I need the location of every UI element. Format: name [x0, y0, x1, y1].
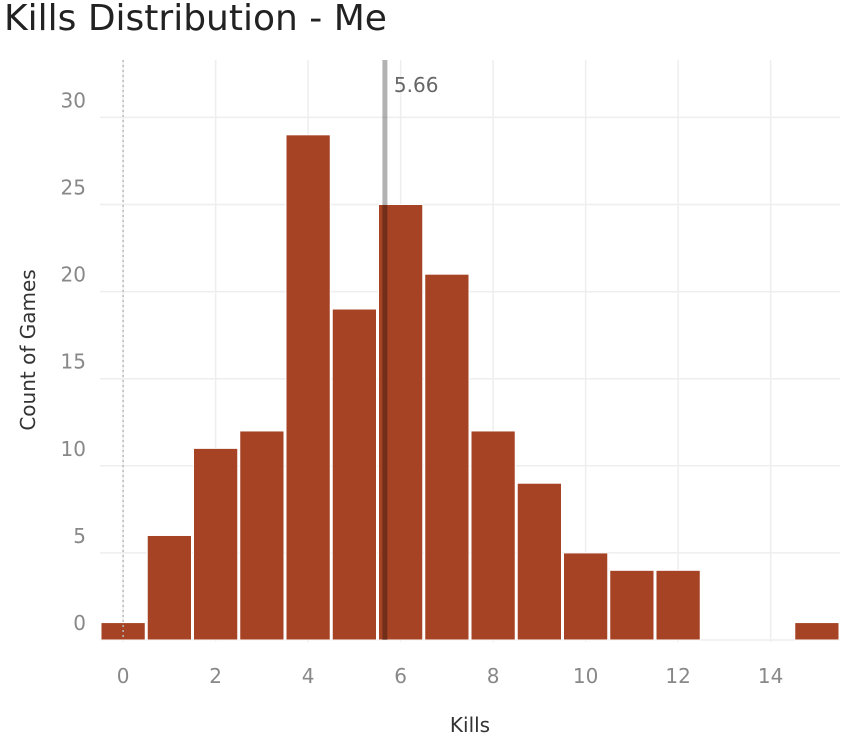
- x-tick-label: 10: [573, 664, 598, 688]
- histogram-bar: [193, 447, 239, 641]
- y-axis-title: Count of Games: [16, 269, 40, 430]
- x-tick-label: 6: [394, 664, 407, 688]
- reference-lines: 5.66: [122, 60, 439, 640]
- y-tick-label: 25: [61, 176, 86, 200]
- y-tick-label: 20: [61, 263, 86, 287]
- y-tick-label: 30: [61, 88, 86, 112]
- histogram-bar: [331, 308, 377, 641]
- x-tick-label: 4: [302, 664, 315, 688]
- y-tick-label: 0: [73, 611, 86, 635]
- y-tick-label: 10: [61, 437, 86, 461]
- mean-line-label: 5.66: [394, 73, 439, 97]
- x-tick-label: 12: [665, 664, 690, 688]
- histogram-bar: [470, 430, 516, 641]
- histogram-bar: [239, 430, 285, 641]
- histogram-bar: [609, 569, 655, 641]
- histogram-bar: [285, 134, 331, 641]
- x-tick-label: 8: [487, 664, 500, 688]
- histogram-bar: [146, 534, 192, 641]
- y-tick-label: 5: [73, 524, 86, 548]
- chart-title: Kills Distribution - Me: [4, 0, 387, 39]
- x-tick-label: 0: [117, 664, 130, 688]
- x-axis-title: Kills: [450, 713, 490, 737]
- bars: [100, 134, 840, 641]
- histogram-bar: [378, 204, 424, 641]
- histogram-bar: [516, 482, 562, 641]
- histogram-bar: [563, 552, 609, 641]
- histogram-bar: [794, 622, 840, 641]
- y-tick-label: 15: [61, 350, 86, 374]
- histogram-bar: [424, 273, 470, 641]
- y-axis-ticks: 0 5 10 15 20 25 30: [61, 88, 86, 635]
- histogram-bar: [655, 569, 701, 641]
- x-tick-label: 14: [758, 664, 783, 688]
- x-axis-ticks: 0 2 4 6 8 10 12 14: [117, 664, 784, 688]
- x-tick-label: 2: [209, 664, 222, 688]
